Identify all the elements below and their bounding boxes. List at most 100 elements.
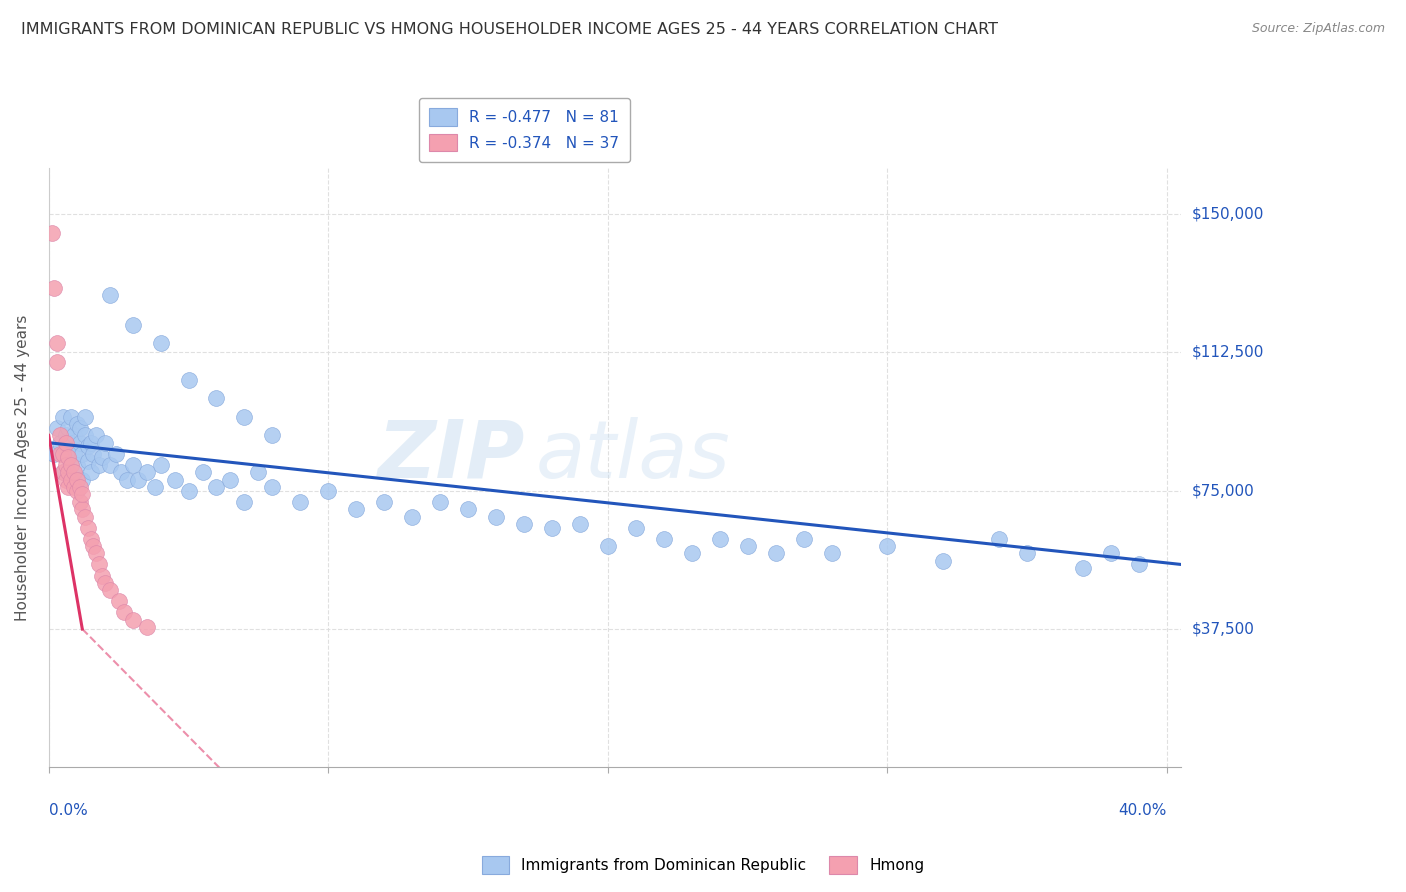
Point <box>121 613 143 627</box>
Point <box>513 516 536 531</box>
Point <box>60 473 83 487</box>
Point <box>55 435 77 450</box>
Point <box>112 606 135 620</box>
Point <box>66 417 89 432</box>
Point <box>793 532 815 546</box>
Point <box>84 428 107 442</box>
Point <box>344 502 367 516</box>
Text: Source: ZipAtlas.com: Source: ZipAtlas.com <box>1251 22 1385 36</box>
Point <box>63 447 86 461</box>
Point <box>709 532 731 546</box>
Point <box>52 465 75 479</box>
Point <box>1099 546 1122 560</box>
Point <box>737 539 759 553</box>
Point <box>77 520 100 534</box>
Point <box>66 458 89 472</box>
Point <box>55 428 77 442</box>
Point <box>247 465 270 479</box>
Point <box>44 281 66 295</box>
Point <box>63 428 86 442</box>
Point <box>58 465 80 479</box>
Point <box>177 373 200 387</box>
Point <box>44 447 66 461</box>
Point <box>1128 558 1150 572</box>
Point <box>135 620 157 634</box>
Point <box>55 443 77 458</box>
Point <box>55 473 77 487</box>
Point <box>233 495 256 509</box>
Legend: R = -0.477   N = 81, R = -0.374   N = 37: R = -0.477 N = 81, R = -0.374 N = 37 <box>419 98 630 162</box>
Point <box>115 473 138 487</box>
Text: atlas: atlas <box>536 417 730 495</box>
Point <box>52 465 75 479</box>
Point <box>82 447 104 461</box>
Point <box>107 594 129 608</box>
Point <box>681 546 703 560</box>
Point <box>127 473 149 487</box>
Point <box>79 435 101 450</box>
Point <box>110 465 132 479</box>
Text: ZIP: ZIP <box>377 417 524 495</box>
Point <box>41 226 63 240</box>
Point <box>318 483 340 498</box>
Point <box>79 465 101 479</box>
Point <box>290 495 312 509</box>
Point <box>373 495 395 509</box>
Point <box>104 447 127 461</box>
Point <box>652 532 675 546</box>
Point <box>485 509 508 524</box>
Point <box>58 480 80 494</box>
Point <box>205 480 228 494</box>
Point <box>457 502 479 516</box>
Point <box>98 288 121 302</box>
Point <box>121 318 143 332</box>
Point <box>58 450 80 465</box>
Point <box>87 558 110 572</box>
Point <box>82 539 104 553</box>
Point <box>72 502 94 516</box>
Point <box>49 447 72 461</box>
Point <box>765 546 787 560</box>
Text: $150,000: $150,000 <box>1192 207 1264 221</box>
Point <box>46 421 69 435</box>
Point <box>90 568 112 582</box>
Point <box>69 421 91 435</box>
Point <box>262 480 284 494</box>
Point <box>624 520 647 534</box>
Point <box>77 454 100 468</box>
Text: $75,000: $75,000 <box>1192 483 1254 499</box>
Point <box>46 354 69 368</box>
Point <box>55 458 77 472</box>
Point <box>262 428 284 442</box>
Point <box>58 450 80 465</box>
Point <box>69 435 91 450</box>
Point <box>93 575 115 590</box>
Point <box>401 509 423 524</box>
Point <box>60 435 83 450</box>
Point <box>72 447 94 461</box>
Point <box>820 546 842 560</box>
Point <box>98 583 121 598</box>
Point <box>87 458 110 472</box>
Point <box>429 495 451 509</box>
Text: $112,500: $112,500 <box>1192 345 1264 359</box>
Point <box>66 473 89 487</box>
Point <box>52 447 75 461</box>
Point <box>932 554 955 568</box>
Point <box>72 473 94 487</box>
Point <box>149 336 172 351</box>
Point <box>52 409 75 424</box>
Point <box>205 392 228 406</box>
Point <box>163 473 186 487</box>
Point <box>60 409 83 424</box>
Point <box>541 520 564 534</box>
Point <box>58 421 80 435</box>
Point <box>66 483 89 498</box>
Point <box>219 473 242 487</box>
Point <box>568 516 591 531</box>
Legend: Immigrants from Dominican Republic, Hmong: Immigrants from Dominican Republic, Hmon… <box>475 850 931 880</box>
Point <box>191 465 214 479</box>
Y-axis label: Householder Income Ages 25 - 44 years: Householder Income Ages 25 - 44 years <box>15 315 30 621</box>
Point <box>596 539 619 553</box>
Point <box>98 458 121 472</box>
